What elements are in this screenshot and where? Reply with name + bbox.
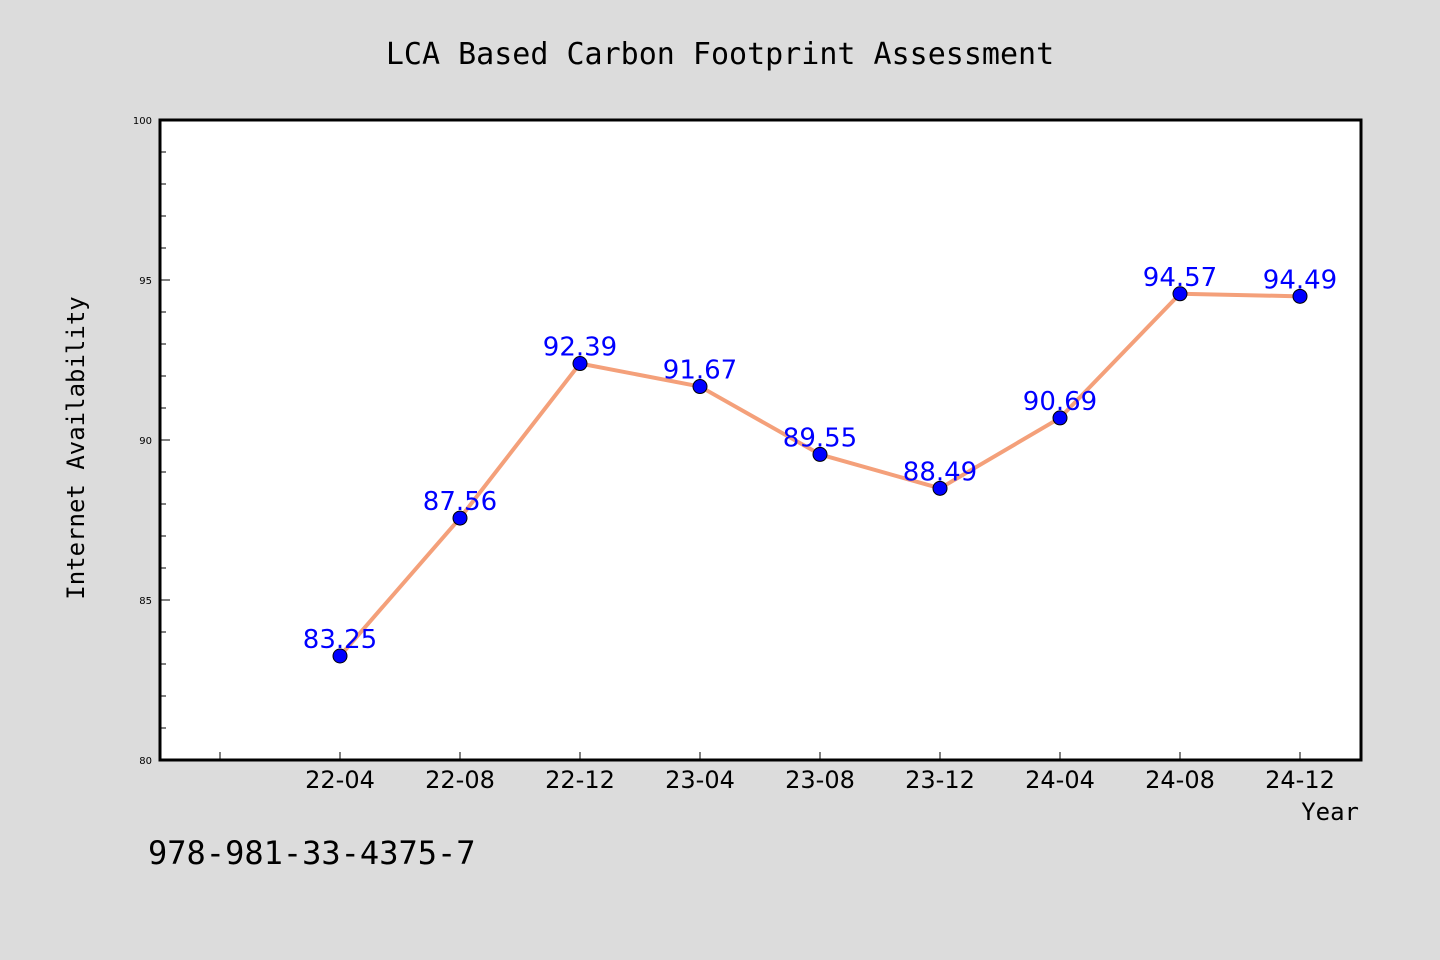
data-point bbox=[932, 480, 948, 496]
data-point bbox=[1292, 288, 1308, 304]
x-tick-label: 22-04 bbox=[305, 766, 375, 794]
x-tick-label: 23-04 bbox=[665, 766, 735, 794]
y-axis-label: Internet Availability bbox=[62, 296, 90, 599]
footer-isbn: 978-981-33-4375-7 bbox=[148, 834, 476, 872]
data-label: 90.69 bbox=[1023, 387, 1097, 417]
x-tick-label: 22-12 bbox=[545, 766, 615, 794]
data-label: 91.67 bbox=[663, 356, 737, 386]
data-label: 92.39 bbox=[543, 333, 617, 363]
data-label: 83.25 bbox=[303, 625, 377, 655]
data-point bbox=[1052, 410, 1068, 426]
x-axis: 22-04 22-08 22-12 23-04 23-08 23-12 24-04 24-08… bbox=[219, 752, 1335, 794]
y-tick-label: 100 bbox=[133, 116, 152, 127]
x-tick-label: 22-08 bbox=[425, 766, 495, 794]
chart-title: LCA Based Carbon Footprint Assessment bbox=[386, 37, 1054, 72]
x-tick-label: 23-12 bbox=[905, 766, 975, 794]
data-label: 87.56 bbox=[423, 487, 497, 517]
data-point bbox=[572, 356, 588, 372]
data-label: 94.49 bbox=[1263, 265, 1337, 295]
plot-area bbox=[158, 118, 1363, 762]
data-label: 88.49 bbox=[903, 457, 977, 487]
data-label: 89.55 bbox=[783, 423, 857, 453]
y-axis: 80 85 90 95 100 bbox=[133, 116, 170, 767]
y-tick-label: 80 bbox=[139, 756, 152, 767]
y-tick-label: 90 bbox=[139, 436, 152, 447]
x-axis-label: Year bbox=[1301, 798, 1359, 826]
data-label: 94.57 bbox=[1143, 263, 1217, 293]
data-point bbox=[692, 379, 708, 395]
data-point bbox=[452, 510, 468, 526]
x-tick-label: 24-08 bbox=[1145, 766, 1215, 794]
x-tick-label: 24-04 bbox=[1025, 766, 1095, 794]
data-point bbox=[812, 446, 828, 462]
y-tick-label: 85 bbox=[139, 596, 152, 607]
x-tick-label: 24-12 bbox=[1265, 766, 1335, 794]
data-point bbox=[332, 648, 348, 664]
x-tick-label: 23-08 bbox=[785, 766, 855, 794]
y-tick-label: 95 bbox=[139, 276, 152, 287]
data-point bbox=[1172, 286, 1188, 302]
series-group: 83.25 87.56 92.39 91.67 89.55 88.49 90.69 94.57… bbox=[303, 263, 1337, 664]
